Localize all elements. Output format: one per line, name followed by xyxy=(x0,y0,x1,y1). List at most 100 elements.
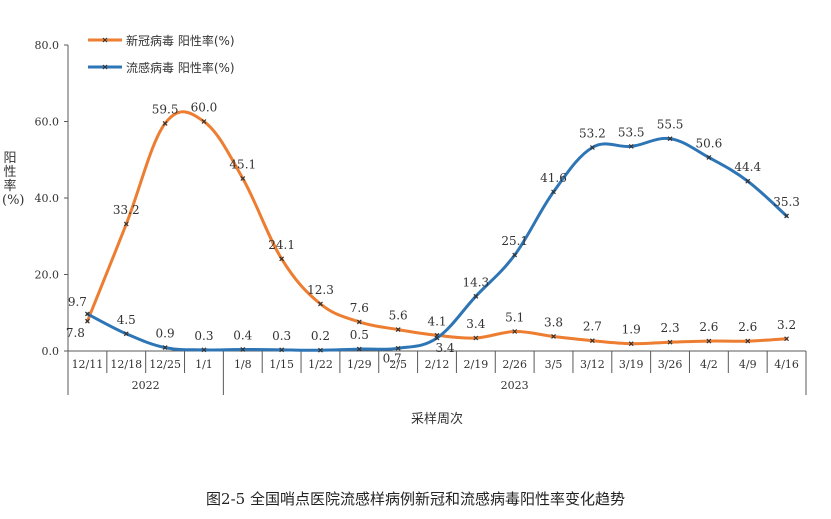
data-label: 3.2 xyxy=(777,318,796,332)
data-label: 53.5 xyxy=(618,125,645,139)
x-tick-label: 1/22 xyxy=(308,358,333,371)
year-group-label: 2022 xyxy=(132,379,160,392)
data-point-marker xyxy=(434,335,440,341)
y-axis-title-char: (%) xyxy=(2,193,25,208)
data-point-marker xyxy=(551,189,556,195)
data-label: 2.6 xyxy=(738,320,757,334)
data-point-marker xyxy=(667,339,673,345)
data-point-marker xyxy=(395,327,401,333)
data-label: 50.6 xyxy=(696,136,723,150)
data-label: 3.4 xyxy=(435,341,454,355)
data-point-marker xyxy=(473,335,479,341)
data-point-marker xyxy=(745,178,751,184)
data-label: 0.5 xyxy=(350,328,369,342)
x-tick-label: 3/19 xyxy=(619,358,644,371)
data-label: 3.8 xyxy=(544,315,563,329)
data-label: 2.7 xyxy=(583,320,602,334)
data-label: 25.1 xyxy=(501,234,528,248)
data-label: 0.4 xyxy=(233,328,252,342)
data-point-marker xyxy=(473,293,479,299)
legend-marker xyxy=(102,64,108,70)
x-tick-label: 2/12 xyxy=(425,358,450,371)
data-label: 33.2 xyxy=(113,203,140,217)
x-axis-title: 采样周次 xyxy=(411,411,463,427)
figure-caption: 图2-5 全国哨点医院流感样病例新冠和流感病毒阳性率变化趋势 xyxy=(206,490,625,508)
y-tick-label: 40.0 xyxy=(35,192,60,205)
data-point-marker xyxy=(279,347,285,353)
legend-marker xyxy=(102,37,108,43)
data-point-marker xyxy=(123,331,129,337)
data-label: 59.5 xyxy=(152,102,179,116)
x-tick-label: 3/12 xyxy=(580,358,605,371)
data-label: 5.1 xyxy=(505,310,524,324)
data-label: 0.9 xyxy=(156,327,175,341)
data-point-marker xyxy=(706,338,712,344)
data-point-marker xyxy=(706,155,712,160)
data-point-marker xyxy=(589,338,595,344)
data-label: 35.3 xyxy=(773,195,800,209)
data-point-marker xyxy=(628,143,634,149)
x-tick-label: 2/19 xyxy=(463,358,488,371)
x-tick-label: 12/18 xyxy=(110,358,142,371)
data-point-marker xyxy=(123,221,129,227)
data-point-marker xyxy=(784,336,790,342)
data-label: 2.6 xyxy=(699,320,718,334)
data-label: 2.3 xyxy=(661,321,680,335)
data-point-marker xyxy=(162,345,168,350)
x-tick-label: 2/26 xyxy=(502,358,527,371)
data-label: 41.6 xyxy=(540,171,567,185)
data-label: 55.5 xyxy=(657,118,684,132)
x-tick-label: 12/25 xyxy=(149,358,181,371)
data-point-marker xyxy=(84,311,90,317)
y-tick-label: 20.0 xyxy=(35,269,60,282)
data-label: 0.3 xyxy=(272,329,291,343)
x-tick-label: 1/29 xyxy=(347,358,372,371)
data-point-marker xyxy=(628,341,634,347)
data-label: 44.4 xyxy=(734,160,761,174)
data-point-marker xyxy=(395,345,401,351)
data-point-marker xyxy=(512,252,518,258)
data-label: 5.6 xyxy=(389,309,408,323)
x-tick-label: 4/9 xyxy=(739,358,757,371)
data-label: 45.1 xyxy=(229,157,256,171)
data-point-marker xyxy=(240,176,246,181)
data-point-marker xyxy=(356,346,362,352)
y-axis-title-char: 率 xyxy=(3,179,17,194)
data-point-marker xyxy=(318,301,323,307)
y-axis-title: 阳 性 率 (%) xyxy=(2,152,25,208)
y-tick-label: 60.0 xyxy=(35,116,60,129)
data-label: 0.2 xyxy=(311,329,330,343)
year-group-label: 2023 xyxy=(501,379,529,392)
legend-label: 新冠病毒 阳性率(%) xyxy=(126,33,235,48)
data-label: 14.3 xyxy=(462,275,489,289)
y-tick-label: 0.0 xyxy=(42,345,60,358)
data-label: 3.4 xyxy=(466,317,485,331)
y-tick-label: 80.0 xyxy=(35,39,60,52)
x-tick-label: 2/5 xyxy=(389,358,407,371)
series-line xyxy=(85,110,789,346)
data-label: 24.1 xyxy=(268,238,295,252)
data-point-marker xyxy=(784,213,790,219)
data-label: 7.8 xyxy=(66,326,85,340)
data-point-marker xyxy=(356,319,362,325)
data-label: 9.7 xyxy=(68,295,87,309)
data-label: 53.2 xyxy=(579,127,606,141)
data-point-marker xyxy=(745,338,751,344)
data-label: 4.5 xyxy=(117,313,136,327)
data-point-marker xyxy=(84,318,90,324)
x-tick-label: 1/8 xyxy=(234,358,252,371)
x-tick-label: 1/15 xyxy=(269,358,294,371)
data-label: 0.7 xyxy=(383,351,402,365)
data-point-marker xyxy=(279,256,285,262)
legend-label: 流感病毒 阳性率(%) xyxy=(126,60,235,75)
data-label: 0.3 xyxy=(194,329,213,343)
data-label: 7.6 xyxy=(350,301,369,315)
data-point-marker xyxy=(667,136,673,142)
data-point-marker xyxy=(589,145,595,150)
x-tick-label: 3/26 xyxy=(658,358,683,371)
data-point-marker xyxy=(162,120,168,126)
data-label: 4.1 xyxy=(427,314,446,328)
data-point-marker xyxy=(551,334,556,339)
